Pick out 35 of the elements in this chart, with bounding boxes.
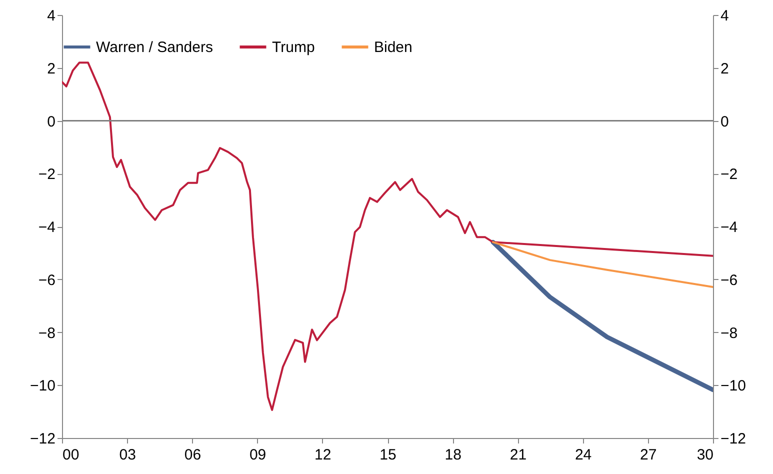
- legend-label: Trump: [272, 39, 315, 56]
- y2-tick-label: −2: [720, 166, 738, 184]
- y2-tick-label: 0: [720, 113, 729, 130]
- x-tick-label: 06: [184, 446, 202, 464]
- x-tick-label: 12: [314, 446, 332, 464]
- y2-tick-label: 4: [720, 8, 729, 24]
- legend-label: Warren / Sanders: [96, 39, 213, 56]
- y2-tick-label: −12: [720, 430, 746, 448]
- y2-tick-label: −4: [720, 219, 738, 236]
- x-tick-label: 03: [119, 446, 136, 464]
- y-tick-label: −10: [30, 378, 56, 395]
- x-tick-label: 00: [62, 446, 80, 464]
- x-tick-label: 24: [574, 446, 592, 464]
- y2-tick-label: −6: [720, 272, 738, 289]
- y-tick-label: −2: [38, 166, 56, 184]
- x-tick-label: 09: [249, 446, 266, 464]
- x-tick-label: 15: [380, 446, 396, 464]
- y-tick-label: −6: [38, 272, 56, 289]
- y-tick-label: −12: [30, 430, 56, 448]
- y-tick-label: −4: [38, 219, 56, 236]
- line-series: [490, 240, 713, 392]
- x-tick-label: 27: [640, 446, 657, 464]
- x-tick-label: 30: [696, 446, 714, 464]
- line-series: [492, 241, 713, 288]
- y-tick-label: 2: [47, 60, 56, 78]
- y2-tick-label: −8: [720, 324, 738, 342]
- y2-tick-label: −10: [720, 378, 746, 395]
- x-tick-label: 21: [510, 446, 527, 464]
- legend-label: Biden: [374, 39, 412, 56]
- x-tick-label: 18: [444, 446, 462, 464]
- y2-tick-label: 2: [720, 60, 729, 78]
- line-series: [62, 62, 713, 411]
- y-tick-label: 0: [47, 113, 56, 130]
- y-tick-label: −8: [38, 324, 56, 342]
- y-tick-label: 4: [47, 8, 56, 24]
